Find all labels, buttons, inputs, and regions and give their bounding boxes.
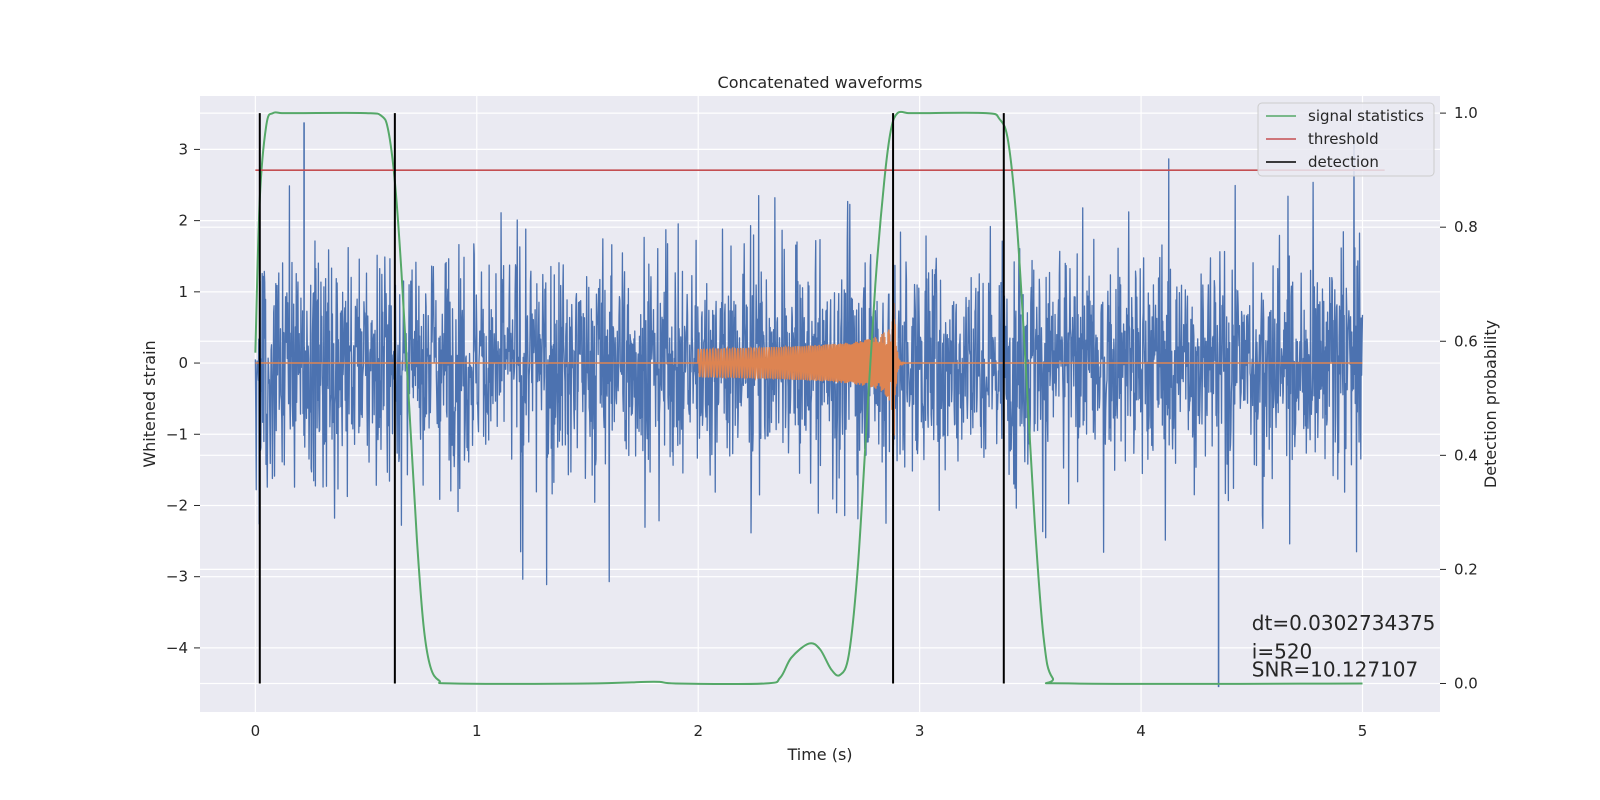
injected-waveform-line (255, 227, 1363, 459)
y-tick-label-right: 1.0 (1454, 104, 1478, 122)
chart-title: Concatenated waveforms (718, 73, 923, 92)
x-tick-label: 3 (915, 722, 925, 740)
legend: signal statistics threshold detection (1257, 102, 1435, 177)
x-tick-label: 4 (1136, 722, 1146, 740)
x-tick-label: 2 (693, 722, 703, 740)
y-axis-label-left: Whitened strain (140, 340, 159, 467)
y-tick-label-left: 2 (178, 212, 188, 230)
y-tick-label-right: 0.8 (1454, 218, 1478, 236)
legend-label-threshold: threshold (1308, 130, 1379, 148)
annotation-text: dt=0.0302734375 (1252, 611, 1436, 635)
y-tick-label-left: −1 (166, 425, 188, 443)
y-tick-label-left: 1 (178, 283, 188, 301)
y-axis-label-right: Detection probability (1481, 320, 1500, 488)
ticks: 0 1 2 3 4 5 −4 −3 −2 −1 0 1 2 3 0.0 0.2 0.4 0.6 0.8 1.0 (166, 104, 1478, 740)
legend-label-signal-statistics: signal statistics (1308, 107, 1424, 125)
y-tick-label-left: −2 (166, 496, 188, 514)
y-tick-label-right: 0.6 (1454, 332, 1478, 350)
signal-statistics-line (254, 110, 1363, 685)
y-tick-label-left: −3 (166, 568, 188, 586)
y-tick-label-left: −4 (166, 639, 188, 657)
y-tick-label-left: 3 (178, 140, 188, 158)
strain-noise-line (254, 137, 1364, 586)
annotation-text: SNR=10.127107 (1252, 657, 1418, 681)
x-tick-label: 5 (1358, 722, 1368, 740)
series-layer (254, 110, 1385, 688)
annotation-text: i=520 (1252, 640, 1313, 664)
x-tick-label: 0 (251, 722, 261, 740)
legend-label-detection: detection (1308, 153, 1379, 171)
y-tick-label-right: 0.2 (1454, 560, 1478, 578)
x-axis-label: Time (s) (786, 745, 852, 764)
y-tick-label-right: 0.0 (1454, 674, 1478, 692)
y-tick-label-right: 0.4 (1454, 446, 1478, 464)
legend-box (1257, 102, 1435, 177)
y-tick-label-left: 0 (178, 354, 188, 372)
x-tick-label: 1 (472, 722, 482, 740)
